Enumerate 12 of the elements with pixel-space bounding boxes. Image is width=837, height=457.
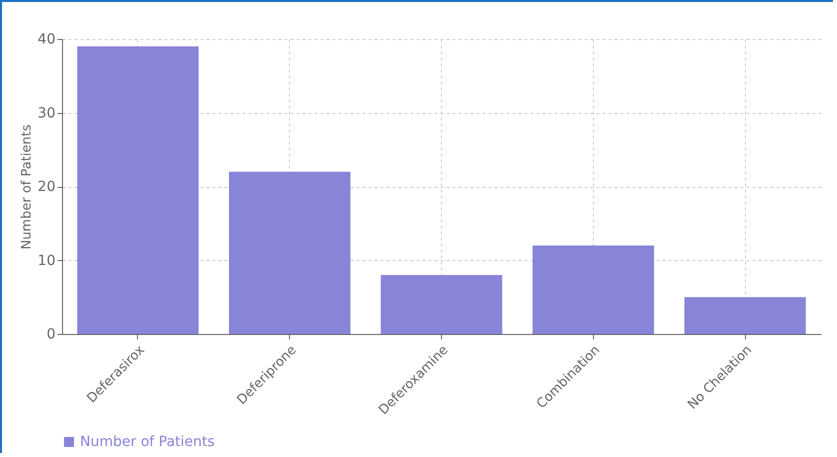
bar	[228, 172, 350, 334]
bar	[77, 46, 199, 334]
y-tick-label: 40	[38, 32, 56, 48]
y-tick-label: 20	[38, 179, 56, 195]
bar	[532, 246, 654, 334]
y-axis-title: Number of Patients	[20, 124, 35, 250]
y-tick-label: 10	[38, 252, 56, 269]
y-tick-label: 30	[38, 105, 56, 122]
bar	[684, 297, 806, 334]
legend-label: Number of Patients	[80, 434, 215, 450]
y-tick-label: 0	[46, 326, 56, 342]
bar	[380, 275, 502, 334]
